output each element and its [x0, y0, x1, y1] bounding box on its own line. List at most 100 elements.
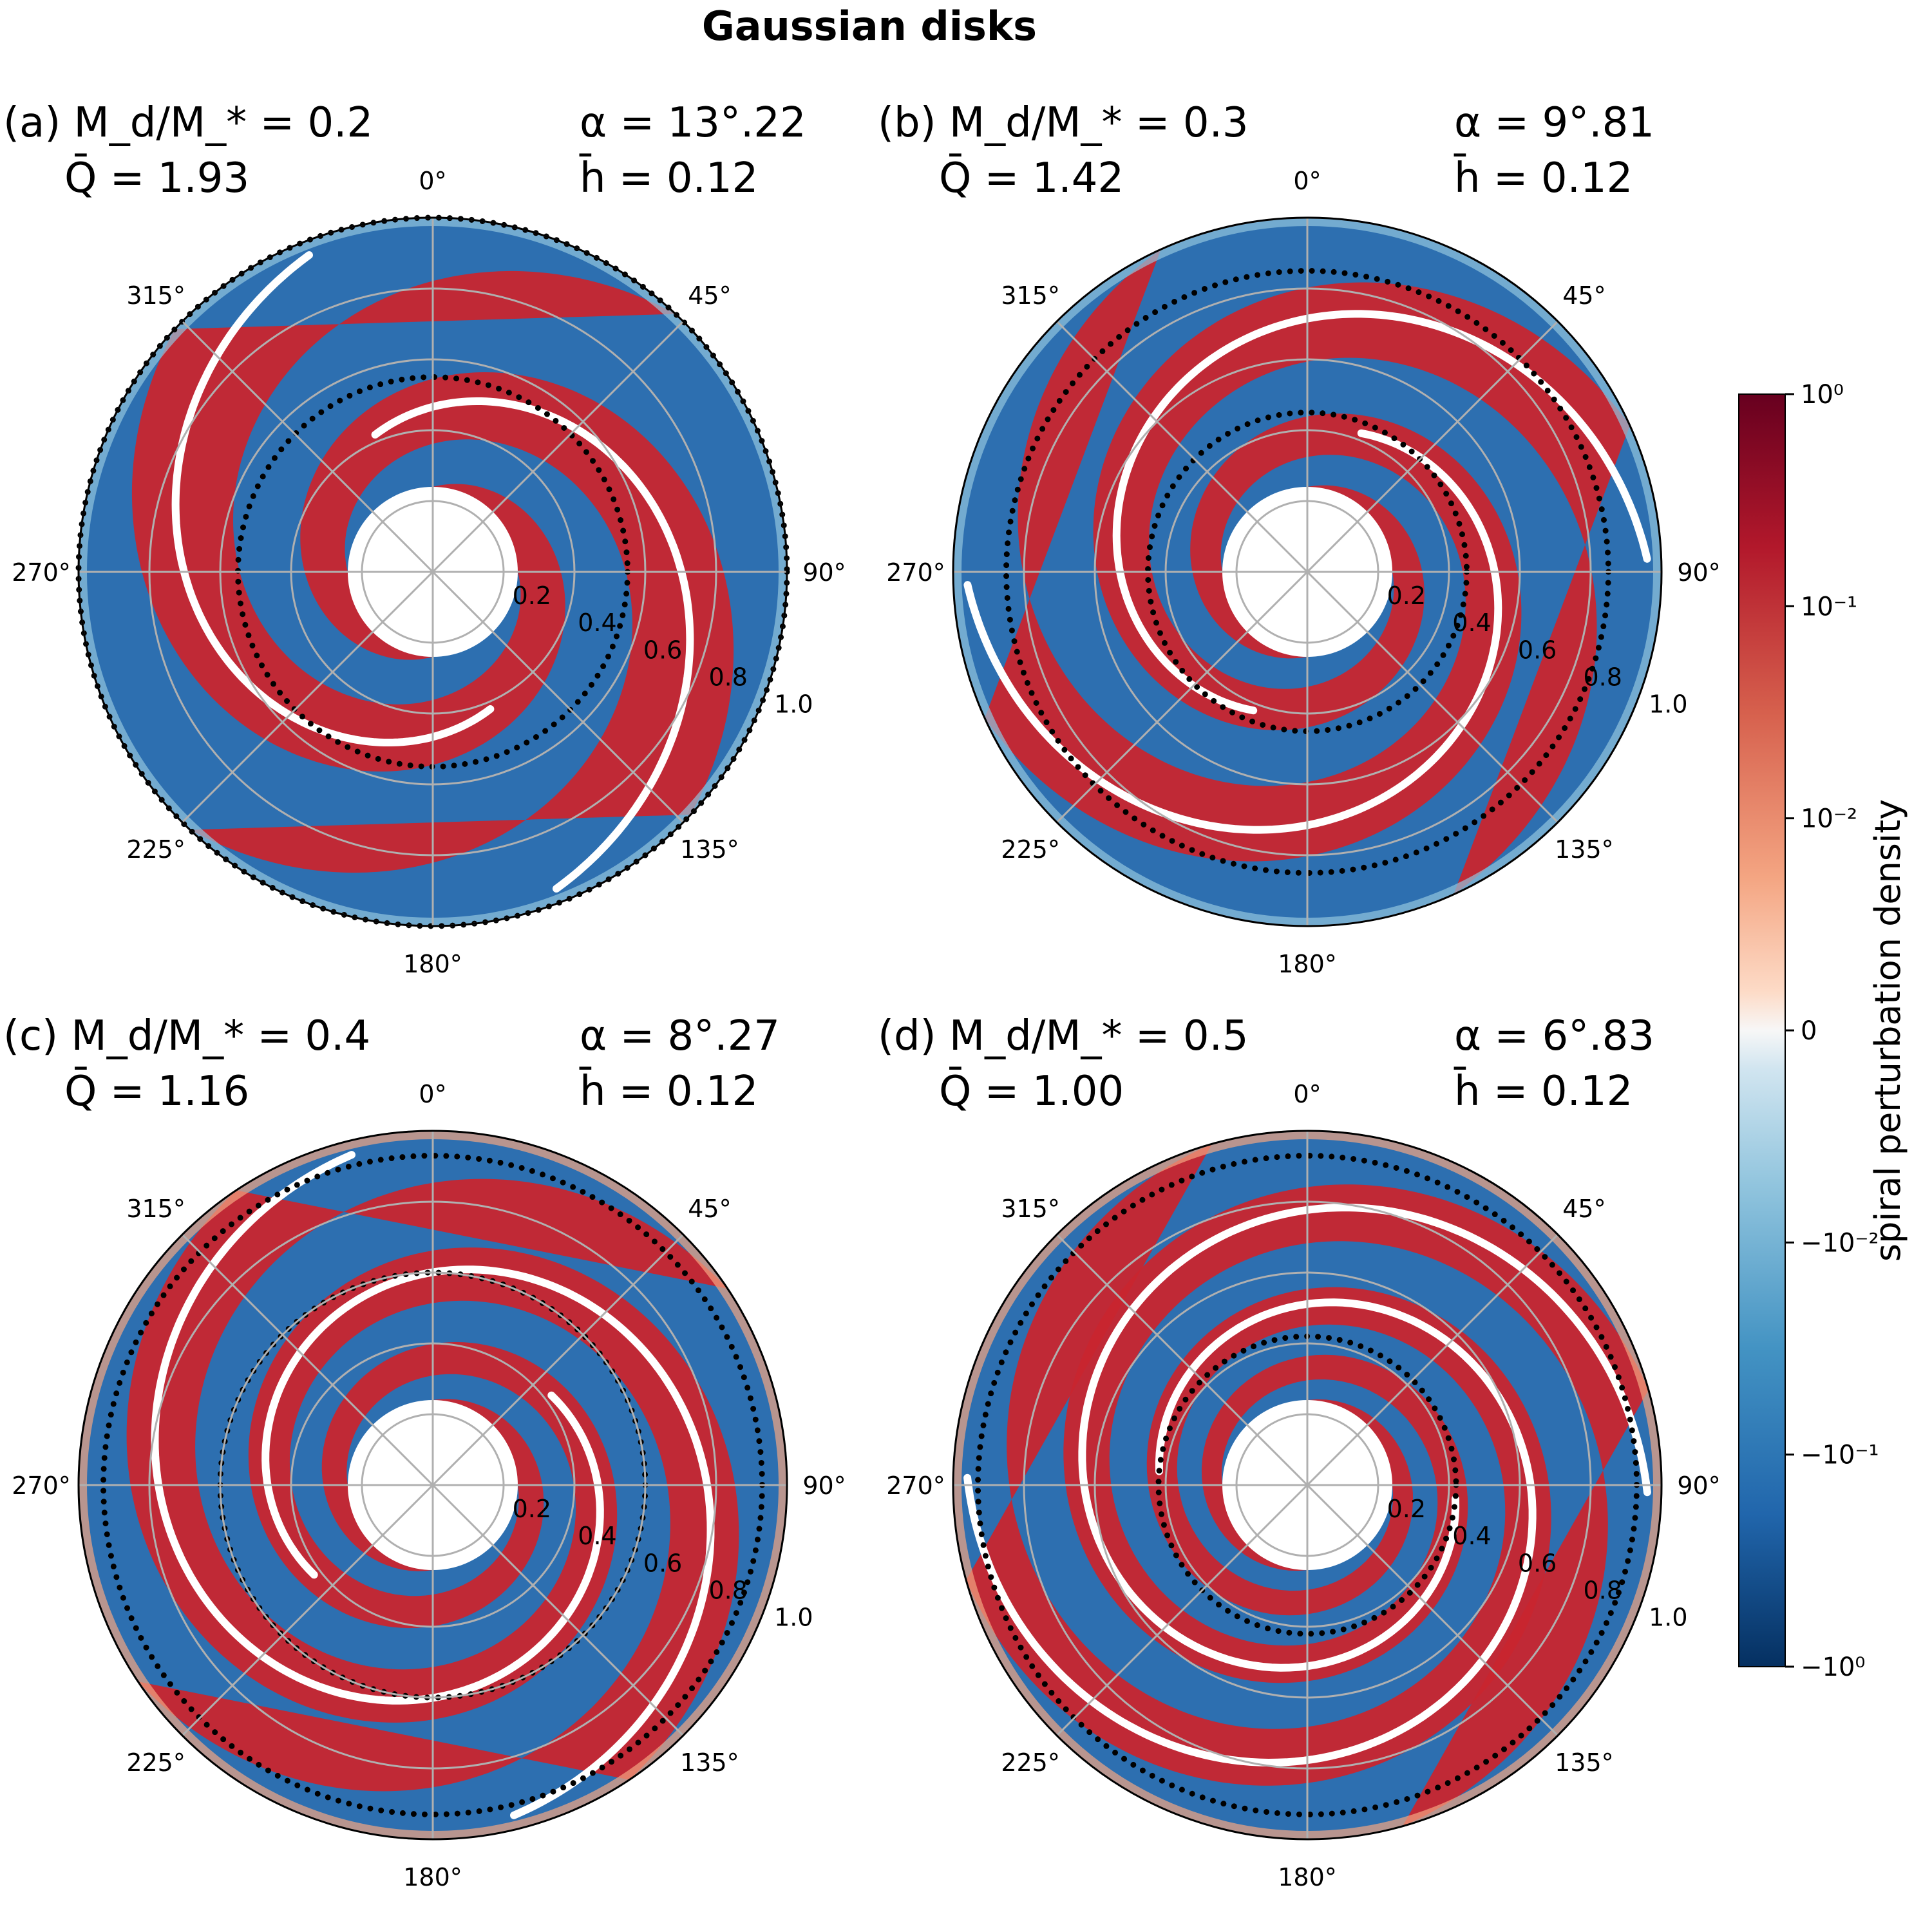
- spiral-arm-positive: [138, 1247, 739, 1792]
- colorbar-tick-label: 0: [1801, 1016, 1817, 1046]
- radial-tick-label: 0.2: [1387, 1495, 1426, 1523]
- angle-tick-label: 225°: [126, 1748, 185, 1777]
- angle-tick-label: 270°: [886, 558, 945, 587]
- radial-tick-label: 0.4: [1452, 1522, 1491, 1550]
- spiral-marker-line: [963, 1298, 1537, 1767]
- angle-tick-label: 270°: [886, 1472, 945, 1500]
- angle-tick-label: 180°: [1278, 1863, 1337, 1891]
- radial-tick-label: 1.0: [1649, 690, 1687, 719]
- angle-tick-label: 270°: [12, 558, 71, 587]
- radial-tick-label: 0.6: [1518, 1549, 1557, 1577]
- angle-tick-label: 0°: [419, 1080, 446, 1108]
- panel-mass-ratio: (c) M_d/M_* = 0.4: [3, 1012, 370, 1060]
- panel-alpha: α = 13°.22: [580, 99, 806, 147]
- panel-h-mean: h̄ = 0.12: [1454, 1066, 1633, 1115]
- grid-circle: [1235, 1413, 1379, 1557]
- grid-circle: [361, 500, 505, 644]
- spiral-arm-positive: [1063, 1184, 1649, 1826]
- colorbar-tick-label: 10⁻²: [1801, 804, 1857, 834]
- spiral-marker-line: [1112, 310, 1651, 715]
- colorbar: 10⁰ 10⁻¹ 10⁻² 0 −10⁻² −10⁻¹ −10⁰ spiral pertur…: [1738, 380, 1908, 1682]
- panel-letter: (d): [878, 1012, 949, 1060]
- angle-tick-label: 135°: [1555, 1748, 1614, 1777]
- panel-h-mean: h̄ = 0.12: [579, 1066, 759, 1115]
- polar-frame: [952, 216, 1663, 927]
- panel-q-mean: Q̄ = 1.93: [64, 153, 249, 202]
- colorbar-ticks: 10⁰ 10⁻¹ 10⁻² 0 −10⁻² −10⁻¹ −10⁰: [1785, 380, 1879, 1682]
- panel-alpha: α = 8°.27: [580, 1012, 780, 1060]
- angle-tick-label: 225°: [126, 835, 185, 864]
- colorbar-tick-label: 10⁻¹: [1801, 592, 1857, 621]
- angle-tick-label: 45°: [1562, 1195, 1605, 1223]
- panel-mass-ratio-value: M_d/M_* = 0.5: [949, 1012, 1249, 1060]
- radial-tick-label: 0.2: [513, 582, 551, 610]
- angle-tick-label: 0°: [1293, 1080, 1321, 1108]
- panel-mass-ratio: (b) M_d/M_* = 0.3: [878, 99, 1249, 147]
- panel-mass-ratio-value: M_d/M_* = 0.2: [74, 99, 374, 147]
- spiral-marker-line: [963, 429, 1502, 834]
- panel-q-mean: Q̄ = 1.00: [939, 1066, 1124, 1115]
- angle-tick-label: 315°: [126, 281, 185, 310]
- angle-tick-label: 90°: [1677, 1472, 1720, 1500]
- angle-tick-label: 180°: [1278, 950, 1337, 978]
- angle-tick-label: 0°: [419, 167, 446, 195]
- radial-tick-label: 0.2: [1387, 582, 1426, 610]
- panel-letter: (b): [878, 99, 949, 147]
- panel-mass-ratio: (d) M_d/M_* = 0.5: [878, 1012, 1249, 1060]
- panel-mass-ratio: (a) M_d/M_* = 0.2: [3, 99, 373, 147]
- angle-tick-label: 135°: [1555, 835, 1614, 864]
- radial-tick-label: 0.4: [578, 1522, 616, 1550]
- radial-tick-label: 0.4: [1452, 609, 1491, 637]
- grid-circle: [361, 1413, 505, 1557]
- angle-tick-label: 45°: [688, 281, 731, 310]
- angle-tick-label: 270°: [12, 1472, 71, 1500]
- polar-panel: 0° 45° 90° 135° 180° 225° 270° 315° 0.2 0.4 0.6 0.8…: [878, 1012, 1721, 1891]
- panel-h-mean: h̄ = 0.12: [579, 153, 759, 202]
- panel-letter: (a): [3, 99, 74, 147]
- radial-tick-label: 0.8: [709, 663, 748, 691]
- colorbar-label: spiral perturbation density: [1868, 799, 1908, 1262]
- polar-panel: 0° 45° 90° 135° 180° 225° 270° 315° 0.2 0.4 0.6 0.8…: [3, 99, 846, 978]
- spiral-arm-positive: [126, 1179, 728, 1723]
- radial-tick-label: 0.4: [578, 609, 616, 637]
- polar-panel: 0° 45° 90° 135° 180° 225° 270° 315° 0.2 0.4 0.6 0.8…: [878, 99, 1721, 978]
- angle-tick-label: 180°: [403, 1863, 462, 1891]
- angle-tick-label: 180°: [403, 950, 462, 978]
- spiral-marker-line: [151, 1151, 604, 1705]
- panel-mass-ratio-value: M_d/M_* = 0.3: [949, 99, 1249, 147]
- panel-alpha: α = 9°.81: [1454, 99, 1654, 147]
- panel-alpha: α = 6°.83: [1454, 1012, 1654, 1060]
- angle-tick-label: 315°: [1001, 281, 1060, 310]
- radial-tick-label: 0.6: [643, 1549, 682, 1577]
- angle-tick-label: 90°: [802, 1472, 846, 1500]
- figure-title: Gaussian disks: [702, 3, 1037, 50]
- angle-tick-label: 225°: [1001, 835, 1060, 864]
- radial-tick-label: 1.0: [774, 690, 813, 719]
- radial-tick-label: 0.8: [709, 1576, 748, 1604]
- radial-tick-label: 1.0: [774, 1604, 813, 1632]
- polar-frame: [952, 1130, 1663, 1841]
- spiral-arm-positive: [190, 372, 734, 873]
- angle-tick-label: 135°: [680, 835, 739, 864]
- spiral-marker-line: [261, 1265, 715, 1819]
- polar-frame: [77, 1130, 788, 1841]
- radial-tick-label: 1.0: [1649, 1604, 1687, 1632]
- polar-frame: [77, 216, 788, 927]
- angle-tick-label: 315°: [1001, 1195, 1060, 1223]
- panel-q-mean: Q̄ = 1.42: [939, 153, 1124, 202]
- radial-tick-label: 0.6: [1518, 636, 1557, 664]
- spiral-marker-line: [371, 397, 694, 893]
- colorbar-tick-label: −10⁻¹: [1801, 1441, 1879, 1470]
- angle-tick-label: 225°: [1001, 1748, 1060, 1777]
- angle-tick-label: 45°: [1562, 281, 1605, 310]
- colorbar-tick-label: −10⁻²: [1801, 1228, 1879, 1258]
- panel-q-mean: Q̄ = 1.16: [64, 1066, 249, 1115]
- panel-letter: (c): [3, 1012, 71, 1060]
- angle-tick-label: 0°: [1293, 167, 1321, 195]
- radial-tick-label: 0.8: [1584, 1576, 1622, 1604]
- radial-tick-label: 0.8: [1584, 663, 1622, 691]
- angle-tick-label: 90°: [802, 558, 846, 587]
- colorbar-gradient: [1738, 393, 1786, 1667]
- spiral-arm-positive: [131, 270, 676, 772]
